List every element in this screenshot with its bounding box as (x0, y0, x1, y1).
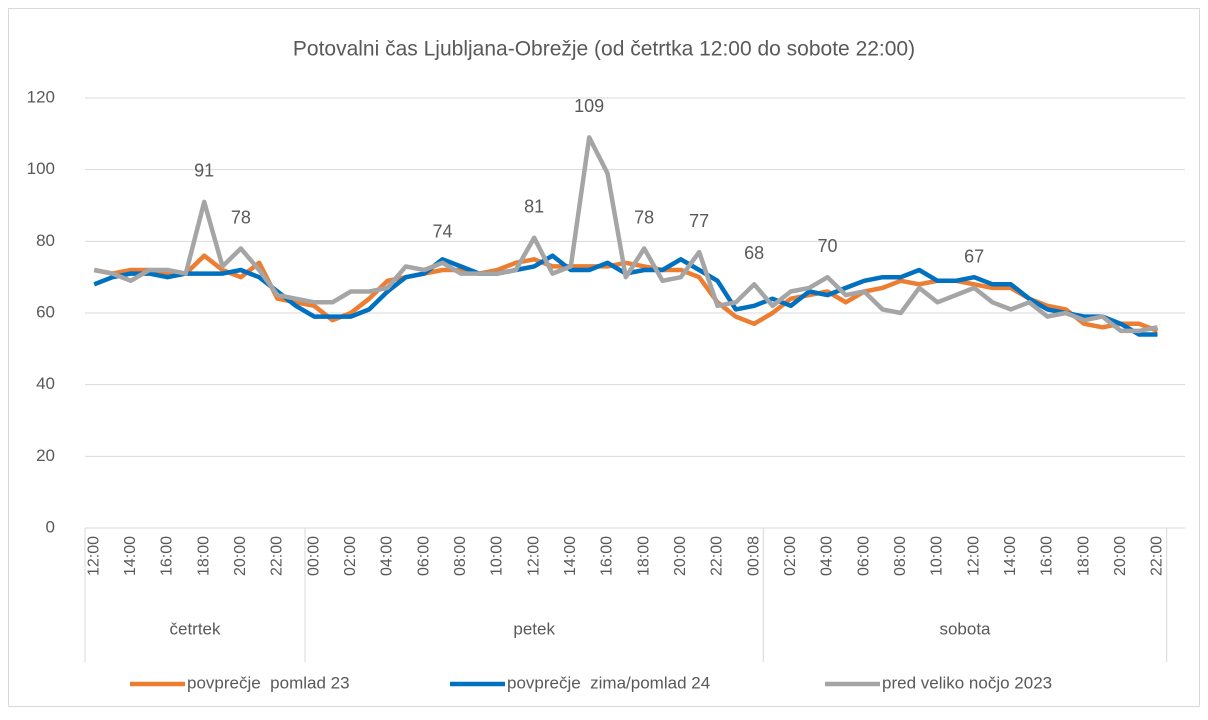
x-tick-label: 04:00 (379, 536, 396, 576)
data-label: 74 (432, 222, 452, 242)
chart-border (8, 8, 1200, 707)
data-label: 78 (231, 207, 251, 227)
x-tick-label: 16:00 (159, 536, 176, 576)
y-tick-label: 100 (27, 159, 55, 178)
x-tick-label: 02:00 (342, 536, 359, 576)
x-tick-label: 06:00 (415, 536, 432, 576)
chart-title: Potovalni čas Ljubljana-Obrežje (od četr… (293, 38, 915, 61)
y-tick-label: 20 (36, 446, 55, 465)
x-tick-label: 12:00 (525, 536, 542, 576)
x-tick-label: 00:00 (305, 536, 322, 576)
x-tick-label: 00:08 (745, 536, 762, 576)
y-tick-label: 0 (46, 517, 55, 536)
data-label: 77 (689, 211, 709, 231)
x-tick-label: 18:00 (195, 536, 212, 576)
y-tick-label: 40 (36, 374, 55, 393)
x-tick-label: 22:00 (269, 536, 286, 576)
x-tick-label: 14:00 (1002, 536, 1019, 576)
x-tick-label: 20:00 (672, 536, 689, 576)
x-tick-label: 10:00 (489, 536, 506, 576)
x-tick-label: 20:00 (232, 536, 249, 576)
group-label: sobota (939, 619, 991, 638)
x-tick-label: 20:00 (1112, 536, 1129, 576)
group-label: četrtek (169, 619, 221, 638)
x-tick-label: 16:00 (599, 536, 616, 576)
legend-label: povprečje pomlad 23 (187, 673, 350, 692)
series-line (93, 135, 1158, 334)
group-label: petek (513, 619, 555, 638)
data-label: 81 (524, 197, 544, 217)
x-tick-label: 04:00 (819, 536, 836, 576)
x-tick-label: 02:00 (782, 536, 799, 576)
data-label: 70 (817, 236, 837, 256)
data-label: 91 (194, 161, 214, 181)
x-tick-label: 12:00 (85, 536, 102, 576)
data-label: 78 (634, 207, 654, 227)
y-tick-label: 120 (27, 87, 55, 106)
x-tick-label: 12:00 (965, 536, 982, 576)
legend-label: povprečje zima/pomlad 24 (507, 673, 710, 692)
x-tick-label: 08:00 (452, 536, 469, 576)
y-tick-label: 80 (36, 231, 55, 250)
x-tick-label: 14:00 (122, 536, 139, 576)
x-tick-label: 06:00 (855, 536, 872, 576)
x-tick-label: 08:00 (892, 536, 909, 576)
data-label: 109 (574, 96, 604, 116)
x-tick-label: 22:00 (709, 536, 726, 576)
x-tick-label: 18:00 (635, 536, 652, 576)
data-label: 68 (744, 243, 764, 263)
x-tick-label: 18:00 (1075, 536, 1092, 576)
legend-label: pred veliko nočjo 2023 (882, 673, 1052, 692)
x-tick-label: 22:00 (1149, 536, 1166, 576)
x-tick-label: 10:00 (929, 536, 946, 576)
x-tick-label: 16:00 (1039, 536, 1056, 576)
data-label: 67 (964, 247, 984, 267)
y-tick-label: 60 (36, 302, 55, 321)
x-tick-label: 14:00 (562, 536, 579, 576)
